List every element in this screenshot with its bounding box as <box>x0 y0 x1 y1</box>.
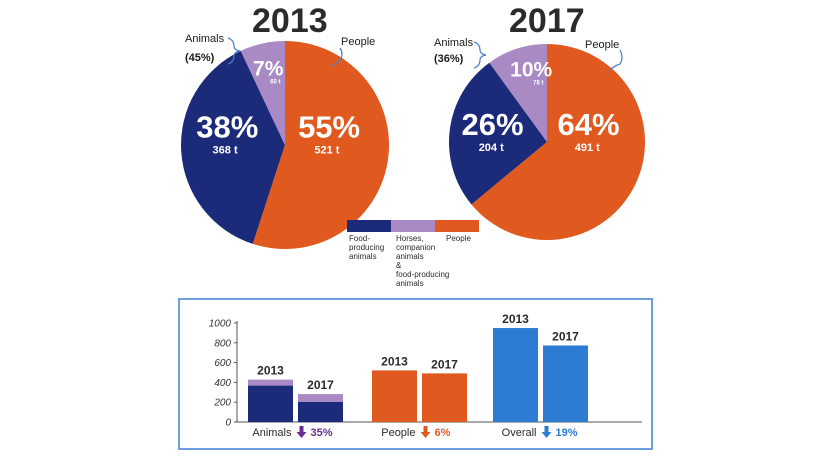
pie-2017-people-callout: People <box>585 39 620 51</box>
pie-2013-tonnes-label: 60 t <box>270 80 280 86</box>
bar-animals-2017-horses-companion <box>298 394 343 402</box>
y-tick-label: 1000 <box>209 319 232 330</box>
category-label-animals: Animals <box>252 427 292 439</box>
pie-2013-slice-horses-companion <box>240 41 285 145</box>
legend-swatch-people <box>435 220 479 232</box>
category-label-people: People <box>381 427 415 439</box>
legend-label-horses-companion: Horses, companion animals & food-producing a… <box>396 234 450 288</box>
y-tick-label: 200 <box>213 398 231 409</box>
legend-swatch-horses-companion <box>391 220 435 232</box>
change-label-people: 6% <box>435 427 451 439</box>
y-tick-label: 600 <box>214 358 231 369</box>
pie-2013-pct-label: 38% <box>196 110 258 145</box>
pie-2017-slice-food-producing <box>449 62 547 205</box>
pie-2017-callout-brackets <box>473 41 623 71</box>
pie-2013-slice-people <box>252 41 389 250</box>
down-arrow-icon <box>541 426 552 438</box>
bar-people-2013-year-label: 2013 <box>381 354 408 368</box>
bar-animals-2017-year-label: 2017 <box>307 378 334 392</box>
y-tick-label: 800 <box>214 338 231 349</box>
y-tick-label: 0 <box>225 418 231 429</box>
bar-chart: 0 200 400 600 800 1000 2013 2017 Animals 35% 2013 2… <box>209 312 642 439</box>
pie-2017-tonnes-label: 78 t <box>533 81 543 87</box>
pie-2013-pct-label: 7% <box>253 58 284 81</box>
down-arrow-icon <box>296 426 307 438</box>
pie-2013-callout-brackets <box>227 37 343 67</box>
pie-2017-slice-horses-companion <box>489 44 547 142</box>
bar-overall-2017-overall <box>543 345 588 422</box>
bar-people-2017-year-label: 2017 <box>431 357 458 371</box>
pie-2017-animals-pct-callout: (36%) <box>434 53 464 65</box>
pie-2017-tonnes-label: 491 t <box>575 142 600 154</box>
y-tick-label: 400 <box>214 378 231 389</box>
pie-2013-title: 2013 <box>252 2 328 40</box>
pie-2013-people-callout: People <box>341 36 376 48</box>
bar-chart-panel <box>178 298 653 450</box>
pie-2013-tonnes-label: 521 t <box>314 145 339 157</box>
pie-2013-slice-food-producing <box>180 50 285 244</box>
bar-people-2017-people <box>422 373 467 422</box>
legend-label-people: People <box>446 234 471 243</box>
legend-label-food-producing: Food-producing animals <box>349 234 385 261</box>
pie-2017-animals-callout: Animals <box>434 37 474 49</box>
bar-overall-2017-year-label: 2017 <box>552 329 579 343</box>
category-label-overall: Overall <box>502 427 537 439</box>
change-label-animals: 35% <box>311 427 333 439</box>
pie-2017-pct-label: 26% <box>462 107 524 142</box>
bar-overall-2013-year-label: 2013 <box>502 312 529 326</box>
pie-2013-animals-callout: Animals <box>185 33 225 45</box>
bar-animals-2013-horses-companion <box>248 379 293 386</box>
pie-2013-pct-label: 55% <box>298 110 360 145</box>
bar-animals-2013-food-producing <box>248 385 293 422</box>
legend-swatch-food-producing <box>347 220 391 232</box>
bar-animals-2017-food-producing <box>298 401 343 422</box>
down-arrow-icon <box>420 426 431 438</box>
pie-2017-slice-people <box>471 44 645 241</box>
bar-animals-2013-year-label: 2013 <box>257 364 284 378</box>
pie-2017-pct-label: 10% <box>510 59 552 82</box>
pie-chart-2017: 26%204 t 10%78 t 64%491 t <box>449 44 645 241</box>
bar-overall-2013-overall <box>493 328 538 422</box>
bar-people-2013-people <box>372 370 417 422</box>
change-label-overall: 19% <box>556 427 578 439</box>
pie-2013-tonnes-label: 368 t <box>213 145 238 157</box>
pie-2013-animals-pct-callout: (45%) <box>185 52 215 64</box>
pie-2017-tonnes-label: 204 t <box>479 142 504 154</box>
pie-2017-pct-label: 64% <box>558 107 620 142</box>
pie-2017-title: 2017 <box>509 2 585 40</box>
pie-chart-2013: 38%368 t 7%60 t 55%521 t <box>180 41 389 250</box>
